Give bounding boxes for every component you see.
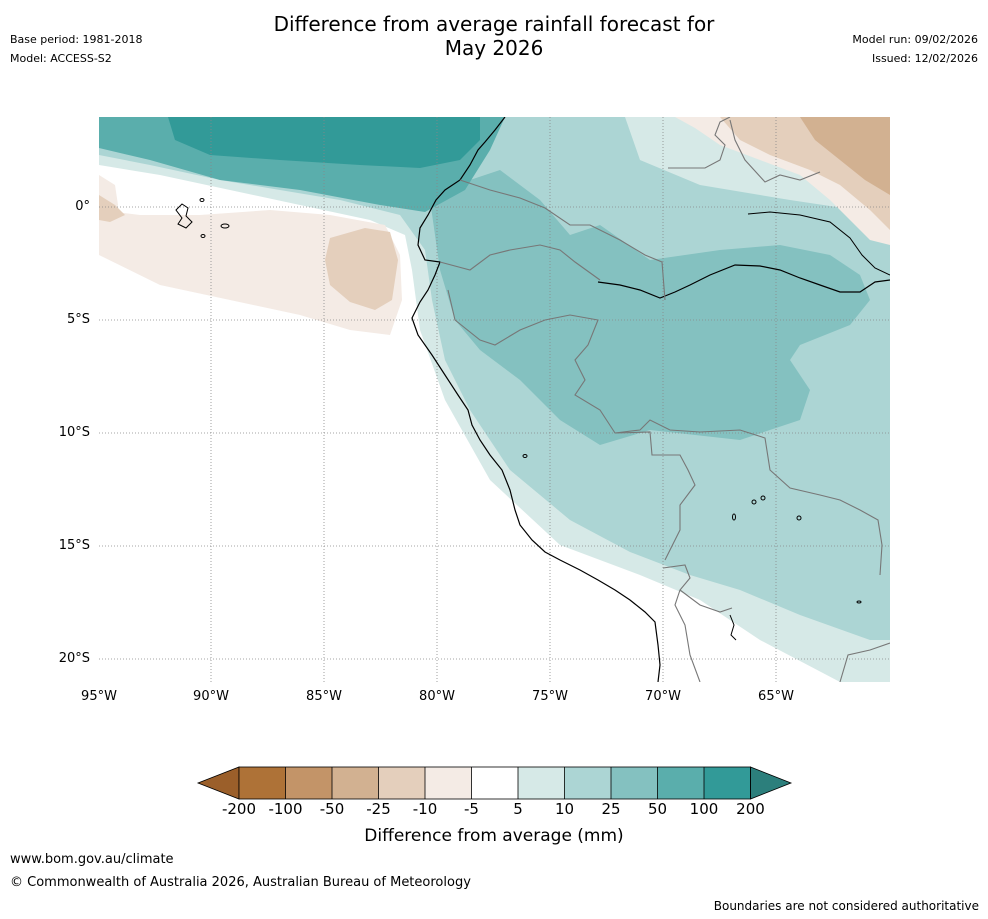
page-title: Difference from average rainfall forecas… xyxy=(0,12,988,60)
colorbar-label-50: 50 xyxy=(647,800,668,818)
title-line-1: Difference from average rainfall forecas… xyxy=(273,12,715,36)
anomaly-minus25-minus50-north xyxy=(800,117,890,195)
lat-label-5s: 5°S xyxy=(66,312,90,327)
copyright-text: © Commonwealth of Australia 2026, Austra… xyxy=(10,875,471,890)
lon-label-70w: 70°W xyxy=(645,689,681,704)
boundary-disclaimer: Boundaries are not considered authoritat… xyxy=(713,899,979,913)
gridlines xyxy=(99,117,890,682)
colorbar-extend-low xyxy=(196,766,240,800)
colorbar-swatch-minus100-minus50 xyxy=(285,767,332,799)
colorbar-dividers xyxy=(285,767,705,799)
colorbar-swatch-minus200-minus100 xyxy=(239,767,286,799)
colorbar-label-25: 25 xyxy=(601,800,621,818)
colorbar-title: Difference from average (mm) xyxy=(364,826,624,846)
colorbar-label-100: 100 xyxy=(689,800,719,818)
model-name-text: Model: ACCESS-S2 xyxy=(10,52,112,65)
colorbar-swatch-minus50-minus25 xyxy=(332,767,379,799)
issued-date-text: Issued: 12/02/2026 xyxy=(871,52,978,65)
colorbar-swatch-50-100 xyxy=(657,767,704,799)
lon-label-85w: 85°W xyxy=(306,689,342,704)
colorbar-swatch-minus5-5 xyxy=(471,767,518,799)
colorbar-label-minus200: -200 xyxy=(221,800,257,818)
coastline xyxy=(411,117,661,682)
anomaly-minus10-minus25-edge xyxy=(99,195,125,222)
colorbar-label-minus5: -5 xyxy=(464,800,479,818)
lon-label-90w: 90°W xyxy=(193,689,229,704)
colorbar-swatch-10-25 xyxy=(564,767,611,799)
anomaly-minus10-minus25-west xyxy=(325,228,398,310)
amazon-river xyxy=(597,264,890,299)
colorbar-label-5: 5 xyxy=(513,800,523,818)
base-period-text: Base period: 1981-2018 xyxy=(10,33,143,46)
galapagos-islands xyxy=(175,198,230,238)
colorbar-swatch-minus10-minus5 xyxy=(425,767,472,799)
colorbar-label-200: 200 xyxy=(736,800,765,818)
lat-label-15s: 15°S xyxy=(58,538,90,553)
anomaly-25-50-region xyxy=(430,170,870,445)
lat-label-20s: 20°S xyxy=(58,651,90,666)
lat-label-0: 0° xyxy=(75,199,90,214)
map-area xyxy=(99,117,890,682)
colorbar-swatch-25-50 xyxy=(611,767,658,799)
colorbar-label-minus25: -25 xyxy=(366,800,391,818)
colorbar-swatch-5-10 xyxy=(518,767,565,799)
lon-label-95w: 95°W xyxy=(81,689,117,704)
title-line-2: May 2026 xyxy=(444,36,544,60)
colorbar-label-minus50: -50 xyxy=(319,800,345,818)
lat-label-10s: 10°S xyxy=(58,425,90,440)
colorbar-swatch-100-200 xyxy=(704,767,751,799)
colorbar-label-10: 10 xyxy=(554,800,575,818)
small-lakes xyxy=(522,454,862,641)
amazon-north-coast xyxy=(747,211,890,276)
lon-label-75w: 75°W xyxy=(532,689,568,704)
colorbar-label-minus100: -100 xyxy=(268,800,303,818)
model-run-text: Model run: 09/02/2026 xyxy=(852,33,978,46)
colorbar-label-minus10: -10 xyxy=(412,800,438,818)
anomaly-100-200-region xyxy=(168,117,480,168)
colorbar-extend-high xyxy=(750,766,793,800)
country-boundaries xyxy=(439,117,890,682)
bom-url-link[interactable]: www.bom.gov.au/climate xyxy=(10,852,174,867)
lon-label-65w: 65°W xyxy=(758,689,794,704)
anomaly-10-25-region xyxy=(99,117,890,640)
colorbar-outline xyxy=(238,766,751,800)
lon-label-80w: 80°W xyxy=(419,689,455,704)
colorbar-swatch-minus25-minus10 xyxy=(378,767,425,799)
anomaly-minus5-minus10-west xyxy=(99,210,402,335)
